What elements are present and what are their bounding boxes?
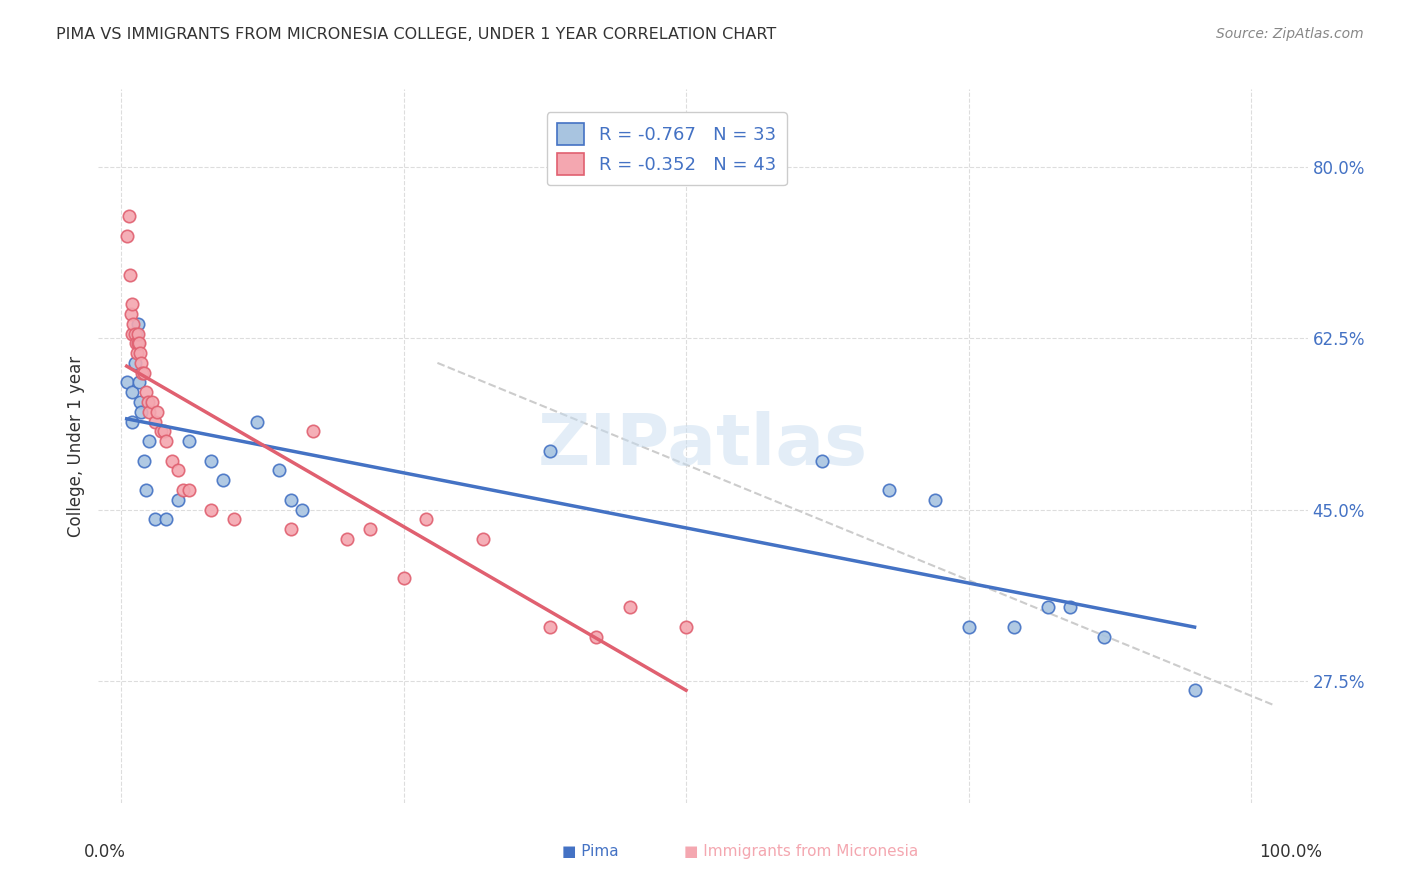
Point xyxy=(302,425,325,439)
Point xyxy=(172,483,194,497)
Text: PIMA VS IMMIGRANTS FROM MICRONESIA COLLEGE, UNDER 1 YEAR CORRELATION CHART: PIMA VS IMMIGRANTS FROM MICRONESIA COLLE… xyxy=(56,27,776,42)
Point xyxy=(1184,683,1206,698)
Text: 100.0%: 100.0% xyxy=(1258,843,1322,861)
Point xyxy=(118,209,141,223)
Point xyxy=(124,326,146,341)
Point xyxy=(127,336,149,351)
Y-axis label: College, Under 1 year: College, Under 1 year xyxy=(66,355,84,537)
Point xyxy=(128,336,150,351)
Point xyxy=(131,356,153,370)
Point xyxy=(153,425,176,439)
Point xyxy=(127,317,149,331)
Point xyxy=(336,532,359,546)
Point xyxy=(211,473,233,487)
Point xyxy=(538,443,561,458)
Point xyxy=(585,630,607,644)
Point xyxy=(177,483,200,497)
Point xyxy=(280,522,302,536)
Point xyxy=(121,297,143,311)
Point xyxy=(675,620,697,634)
Point xyxy=(879,483,901,497)
Point xyxy=(121,415,143,429)
Point xyxy=(115,376,138,390)
Point xyxy=(122,317,145,331)
Legend: R = -0.767   N = 33, R = -0.352   N = 43: R = -0.767 N = 33, R = -0.352 N = 43 xyxy=(547,112,787,186)
Point xyxy=(166,492,188,507)
Point xyxy=(1002,620,1025,634)
Text: ■ Pima: ■ Pima xyxy=(562,845,619,859)
Point xyxy=(128,376,150,390)
Point xyxy=(115,228,138,243)
Point xyxy=(131,366,153,380)
Point xyxy=(359,522,381,536)
Point xyxy=(1092,630,1115,644)
Point xyxy=(125,346,148,360)
Point xyxy=(280,492,302,507)
Point xyxy=(957,620,980,634)
Point xyxy=(127,336,149,351)
Point xyxy=(129,395,152,409)
Text: 0.0%: 0.0% xyxy=(84,843,127,861)
Point xyxy=(135,483,157,497)
Point xyxy=(135,385,157,400)
Point xyxy=(246,415,269,429)
Point xyxy=(269,463,291,477)
Point xyxy=(124,356,146,370)
Point xyxy=(166,463,188,477)
Point xyxy=(136,395,159,409)
Point xyxy=(149,425,172,439)
Point xyxy=(924,492,946,507)
Point xyxy=(291,502,314,516)
Point xyxy=(471,532,494,546)
Point xyxy=(1036,600,1059,615)
Point xyxy=(146,405,169,419)
Point xyxy=(200,502,222,516)
Point xyxy=(121,385,143,400)
Point xyxy=(121,326,143,341)
Point xyxy=(415,512,437,526)
Point xyxy=(125,326,148,341)
Point xyxy=(143,415,166,429)
Point xyxy=(143,512,166,526)
Point xyxy=(1059,600,1081,615)
Point xyxy=(200,453,222,467)
Point xyxy=(141,395,163,409)
Point xyxy=(138,405,160,419)
Point xyxy=(177,434,200,449)
Point xyxy=(138,434,160,449)
Point xyxy=(155,512,177,526)
Point xyxy=(810,453,832,467)
Point xyxy=(132,453,155,467)
Point xyxy=(131,405,153,419)
Text: Source: ZipAtlas.com: Source: ZipAtlas.com xyxy=(1216,27,1364,41)
Point xyxy=(222,512,245,526)
Point xyxy=(125,336,148,351)
Point xyxy=(127,326,149,341)
Point xyxy=(129,346,152,360)
Point xyxy=(392,571,415,585)
Point xyxy=(538,620,561,634)
Text: ZIPatlas: ZIPatlas xyxy=(538,411,868,481)
Point xyxy=(120,307,142,321)
Point xyxy=(160,453,183,467)
Text: ■ Immigrants from Micronesia: ■ Immigrants from Micronesia xyxy=(685,845,918,859)
Point xyxy=(120,268,142,282)
Point xyxy=(132,366,155,380)
Point xyxy=(155,434,177,449)
Point xyxy=(619,600,641,615)
